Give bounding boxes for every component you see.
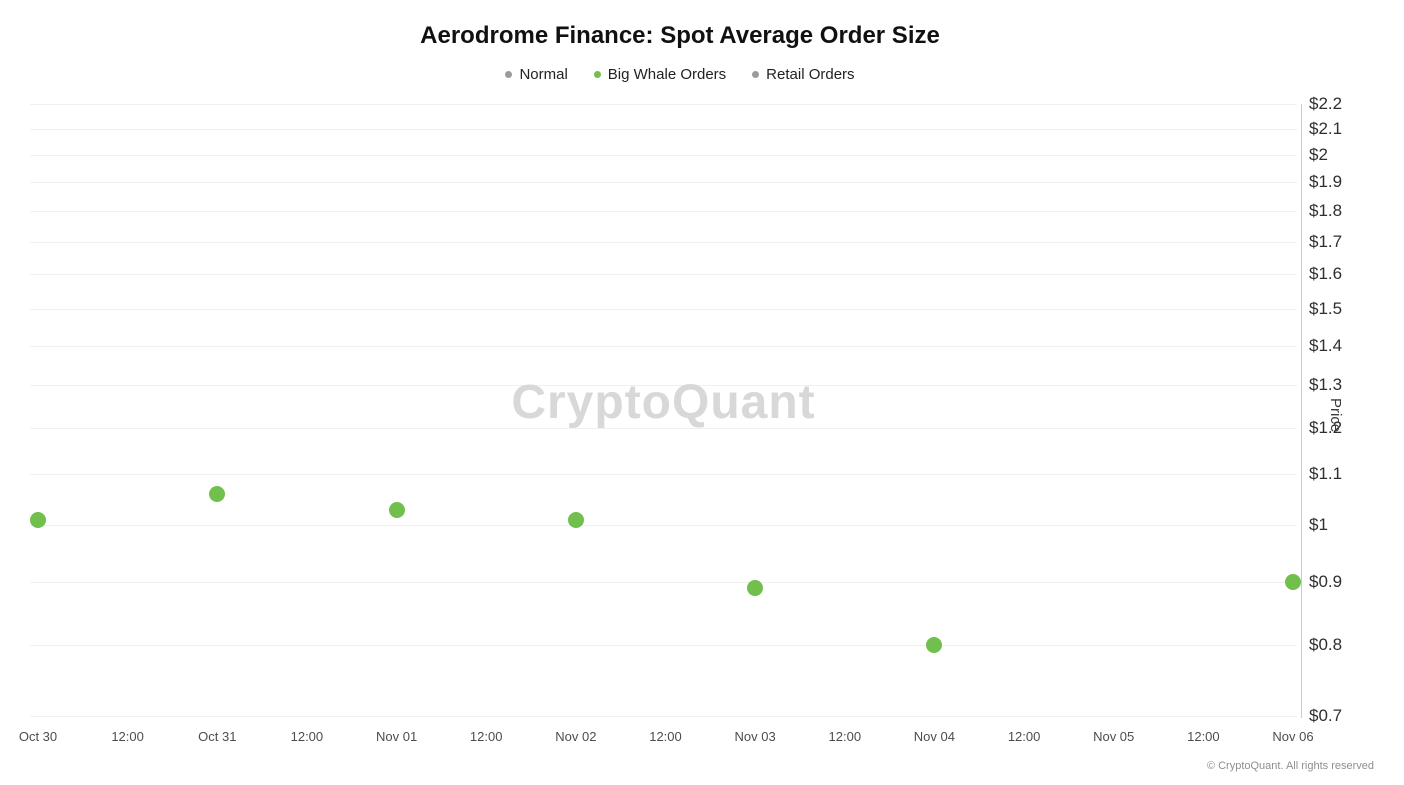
x-axis-tick-label: 12:00 (649, 729, 682, 744)
gridline (30, 644, 1297, 646)
data-point (1285, 573, 1301, 590)
x-axis-tick-label: Nov 02 (555, 729, 597, 744)
x-axis-tick-label: Nov 04 (913, 729, 955, 744)
y-axis-tick-label: $0.9 (1309, 571, 1343, 591)
legend-item-retail-orders[interactable]: Retail Orders (752, 66, 855, 83)
y-axis-tick-label: $1.3 (1309, 375, 1343, 395)
data-point (926, 636, 943, 653)
x-axis-tick-label: Oct 30 (18, 729, 58, 744)
gridline (30, 274, 1297, 276)
gridline (30, 385, 1297, 387)
data-point (388, 501, 405, 518)
copyright-note: © CryptoQuant. All rights reserved (1206, 760, 1374, 772)
y-axis-tick-label: $1.9 (1309, 172, 1343, 192)
legend-dot-icon (593, 71, 601, 78)
gridline (30, 716, 1297, 717)
legend-dot-icon (505, 71, 513, 78)
x-axis-tick-label: 12:00 (111, 729, 144, 744)
legend-item-label: Normal (519, 66, 568, 83)
y-axis-tick-label: $1.6 (1309, 264, 1343, 284)
x-axis-tick-label: Nov 05 (1093, 729, 1135, 744)
gridline (30, 128, 1297, 130)
y-axis-tick-label: $0.7 (1309, 706, 1343, 725)
gridline (30, 154, 1297, 156)
gridline (30, 525, 1297, 527)
gridline (30, 211, 1297, 213)
data-point (30, 512, 46, 529)
x-axis-tick-label: Oct 31 (198, 729, 237, 744)
chart-title: Aerodrome Finance: Spot Average Order Si… (420, 22, 940, 49)
legend-item-label: Retail Orders (766, 66, 855, 83)
gridline (30, 308, 1297, 310)
legend: Normal Big Whale Orders Retail Orders (0, 66, 1360, 83)
gridline (30, 427, 1297, 429)
data-point (209, 486, 226, 503)
y-axis-tick-label: $1.5 (1309, 298, 1343, 318)
data-point (567, 512, 584, 529)
y-axis-tick-label: $1 (1309, 515, 1328, 535)
legend-item-big-whale-orders[interactable]: Big Whale Orders (593, 66, 727, 83)
y-axis-tick-label: $2 (1309, 144, 1328, 164)
y-axis-tick-label: $1.1 (1309, 464, 1343, 484)
data-point (747, 579, 764, 596)
watermark: CryptoQuant (511, 376, 816, 429)
gridline (30, 345, 1297, 347)
y-axis-tick-label: $0.8 (1309, 634, 1343, 654)
x-axis-tick-label: 12:00 (828, 729, 862, 744)
x-axis-tick-label: 12:00 (469, 729, 503, 744)
x-axis-tick-label: 12:00 (1187, 729, 1220, 744)
x-axis-tick-label: 12:00 (1007, 729, 1041, 744)
legend-item-label: Big Whale Orders (607, 66, 727, 83)
y-axis-tick-label: $2.1 (1309, 118, 1343, 138)
y-axis-tick-label: $1.8 (1309, 201, 1343, 221)
y-axis-tick-label: $1.7 (1309, 231, 1343, 251)
gridline (30, 104, 1297, 105)
x-axis-tick-label: Nov 06 (1272, 729, 1314, 744)
y-axis-tick-label: $2.2 (1309, 94, 1343, 113)
legend-dot-icon (752, 71, 760, 78)
gridline (30, 182, 1297, 184)
y-axis-title: Price (1327, 398, 1344, 433)
legend-item-normal[interactable]: Normal (505, 66, 568, 83)
y-axis-spine (1301, 104, 1302, 718)
x-axis-tick-label: 12:00 (290, 729, 324, 744)
gridline (30, 581, 1297, 583)
y-axis-tick-label: $1.4 (1309, 335, 1343, 355)
x-axis-tick-label: Nov 03 (734, 729, 776, 744)
x-axis-tick-label: Nov 01 (375, 729, 418, 744)
gridline (30, 241, 1297, 243)
gridline (30, 474, 1297, 476)
y-axis-tick-label: $1.2 (1309, 417, 1343, 437)
